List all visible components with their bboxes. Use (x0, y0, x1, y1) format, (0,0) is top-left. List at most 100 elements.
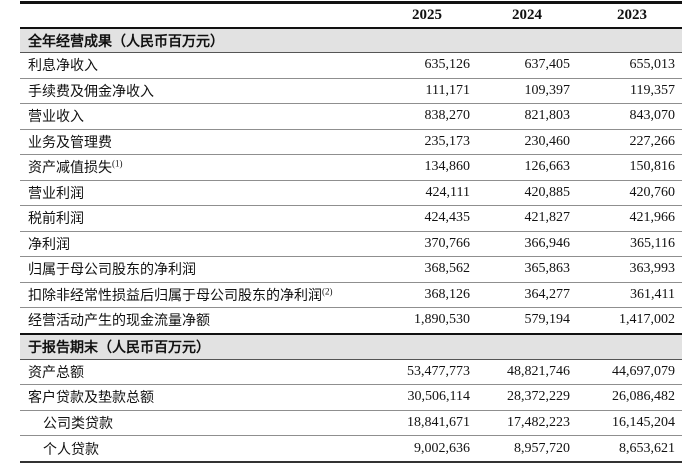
row-value: 109,397 (524, 82, 571, 98)
row-value: 8,957,720 (514, 440, 570, 456)
row-value: 368,562 (424, 261, 471, 277)
row-label: 扣除非经常性损益后归属于母公司股东的净利润(2) (20, 285, 370, 305)
row-value: 420,760 (629, 184, 676, 200)
table-row: 资产总额 53,477,773 48,821,746 44,697,079 (20, 360, 682, 385)
row-label: 营业利润 (20, 183, 370, 203)
row-value: 424,435 (424, 210, 471, 226)
year-header-2023: 2023 (617, 7, 647, 23)
row-label: 公司类贷款 (20, 413, 370, 433)
financial-summary-table: 2025 2024 2023 全年经营成果（人民币百万元） 利息净收入 635,… (20, 1, 682, 463)
row-value: 370,766 (424, 235, 471, 251)
row-value: 421,827 (524, 210, 571, 226)
table-row: 客户贷款及垫款总额 30,506,114 28,372,229 26,086,4… (20, 385, 682, 411)
row-label-text: 业务及管理费 (28, 135, 112, 151)
row-value: 368,126 (424, 286, 471, 302)
section-header: 于报告期末（人民币百万元） (20, 332, 682, 360)
row-value: 655,013 (629, 57, 676, 73)
table-row: 业务及管理费 235,173 230,460 227,266 (20, 130, 682, 155)
table-row: 归属于母公司股东的净利润 368,562 365,863 363,993 (20, 257, 682, 283)
row-value: 365,863 (524, 261, 571, 277)
row-value: 150,816 (629, 159, 676, 175)
row-value: 361,411 (630, 286, 675, 302)
row-label-text: 营业利润 (28, 186, 84, 202)
row-label-text: 资产总额 (28, 365, 84, 381)
row-label: 净利润 (20, 234, 370, 254)
row-label: 税前利润 (20, 208, 370, 228)
row-label-text: 归属于母公司股东的净利润 (28, 263, 196, 279)
table-row: 营业利润 424,111 420,885 420,760 (20, 181, 682, 206)
table-row: 净利润 370,766 366,946 365,116 (20, 232, 682, 257)
row-value: 30,506,114 (407, 389, 470, 405)
row-value: 420,885 (524, 184, 571, 200)
row-label: 资产总额 (20, 362, 370, 382)
row-label: 利息净收入 (20, 55, 370, 75)
row-label-sup: (1) (112, 158, 123, 169)
year-header-row: 2025 2024 2023 (20, 1, 682, 29)
row-value: 28,372,229 (507, 389, 570, 405)
table-row: 经营活动产生的现金流量净额 1,890,530 579,194 1,417,00… (20, 308, 682, 333)
row-value: 363,993 (629, 261, 676, 277)
row-value: 579,194 (524, 312, 571, 328)
row-value: 365,116 (630, 235, 675, 251)
row-value: 821,803 (524, 108, 571, 124)
row-value: 9,002,636 (414, 440, 470, 456)
row-label-text: 个人贷款 (43, 442, 99, 458)
row-value: 364,277 (524, 286, 571, 302)
row-value: 16,145,204 (612, 414, 675, 430)
row-value: 18,841,671 (407, 414, 470, 430)
row-label: 经营活动产生的现金流量净额 (20, 310, 370, 330)
year-header-2024: 2024 (512, 7, 542, 23)
row-value: 8,653,621 (619, 440, 675, 456)
row-label-text: 公司类贷款 (43, 416, 113, 432)
row-label: 个人贷款 (20, 439, 370, 459)
row-value: 53,477,773 (407, 363, 470, 379)
table-row: 营业收入 838,270 821,803 843,070 (20, 104, 682, 130)
row-value: 1,890,530 (414, 312, 470, 328)
row-value: 119,357 (630, 82, 675, 98)
row-value: 134,860 (424, 159, 471, 175)
row-label-text: 手续费及佣金净收入 (28, 84, 154, 100)
row-label: 业务及管理费 (20, 132, 370, 152)
section-header: 全年经营成果（人民币百万元） (20, 29, 682, 53)
row-value: 230,460 (524, 133, 571, 149)
section-title: 于报告期末（人民币百万元） (28, 340, 210, 356)
year-header-2025: 2025 (412, 7, 442, 23)
row-label-text: 净利润 (28, 237, 70, 253)
row-value: 44,697,079 (612, 363, 675, 379)
row-label-sup: (2) (322, 286, 333, 297)
row-value: 366,946 (524, 235, 571, 251)
row-value: 421,966 (629, 210, 676, 226)
row-label-text: 利息净收入 (28, 59, 98, 75)
row-label-text: 税前利润 (28, 212, 84, 228)
table-row: 资产减值损失(1) 134,860 126,663 150,816 (20, 155, 682, 181)
row-value: 1,417,002 (619, 312, 675, 328)
row-value: 26,086,482 (612, 389, 675, 405)
table-body: 全年经营成果（人民币百万元） 利息净收入 635,126 637,405 655… (20, 29, 682, 463)
table-row: 个人贷款 9,002,636 8,957,720 8,653,621 (20, 436, 682, 463)
row-label: 营业收入 (20, 106, 370, 126)
row-label: 手续费及佣金净收入 (20, 81, 370, 101)
table-row: 手续费及佣金净收入 111,171 109,397 119,357 (20, 79, 682, 104)
row-label-text: 经营活动产生的现金流量净额 (28, 314, 210, 330)
row-value: 838,270 (424, 108, 471, 124)
table-row: 扣除非经常性损益后归属于母公司股东的净利润(2) 368,126 364,277… (20, 283, 682, 308)
row-value: 17,482,223 (507, 414, 570, 430)
row-value: 227,266 (629, 133, 676, 149)
row-label-text: 客户贷款及垫款总额 (28, 391, 154, 407)
row-value: 843,070 (629, 108, 676, 124)
row-value: 126,663 (524, 159, 571, 175)
table-row: 税前利润 424,435 421,827 421,966 (20, 206, 682, 232)
row-label-text: 扣除非经常性损益后归属于母公司股东的净利润 (28, 288, 322, 304)
row-value: 635,126 (424, 57, 471, 73)
row-label: 客户贷款及垫款总额 (20, 387, 370, 407)
table-row: 利息净收入 635,126 637,405 655,013 (20, 53, 682, 79)
row-value: 111,171 (425, 82, 470, 98)
row-label-text: 资产减值损失 (28, 161, 112, 177)
section-title: 全年经营成果（人民币百万元） (28, 34, 224, 50)
row-value: 637,405 (524, 57, 571, 73)
row-value: 48,821,746 (507, 363, 570, 379)
row-value: 235,173 (424, 133, 471, 149)
table-row: 公司类贷款 18,841,671 17,482,223 16,145,204 (20, 411, 682, 436)
row-label: 资产减值损失(1) (20, 157, 370, 177)
row-label: 归属于母公司股东的净利润 (20, 259, 370, 279)
